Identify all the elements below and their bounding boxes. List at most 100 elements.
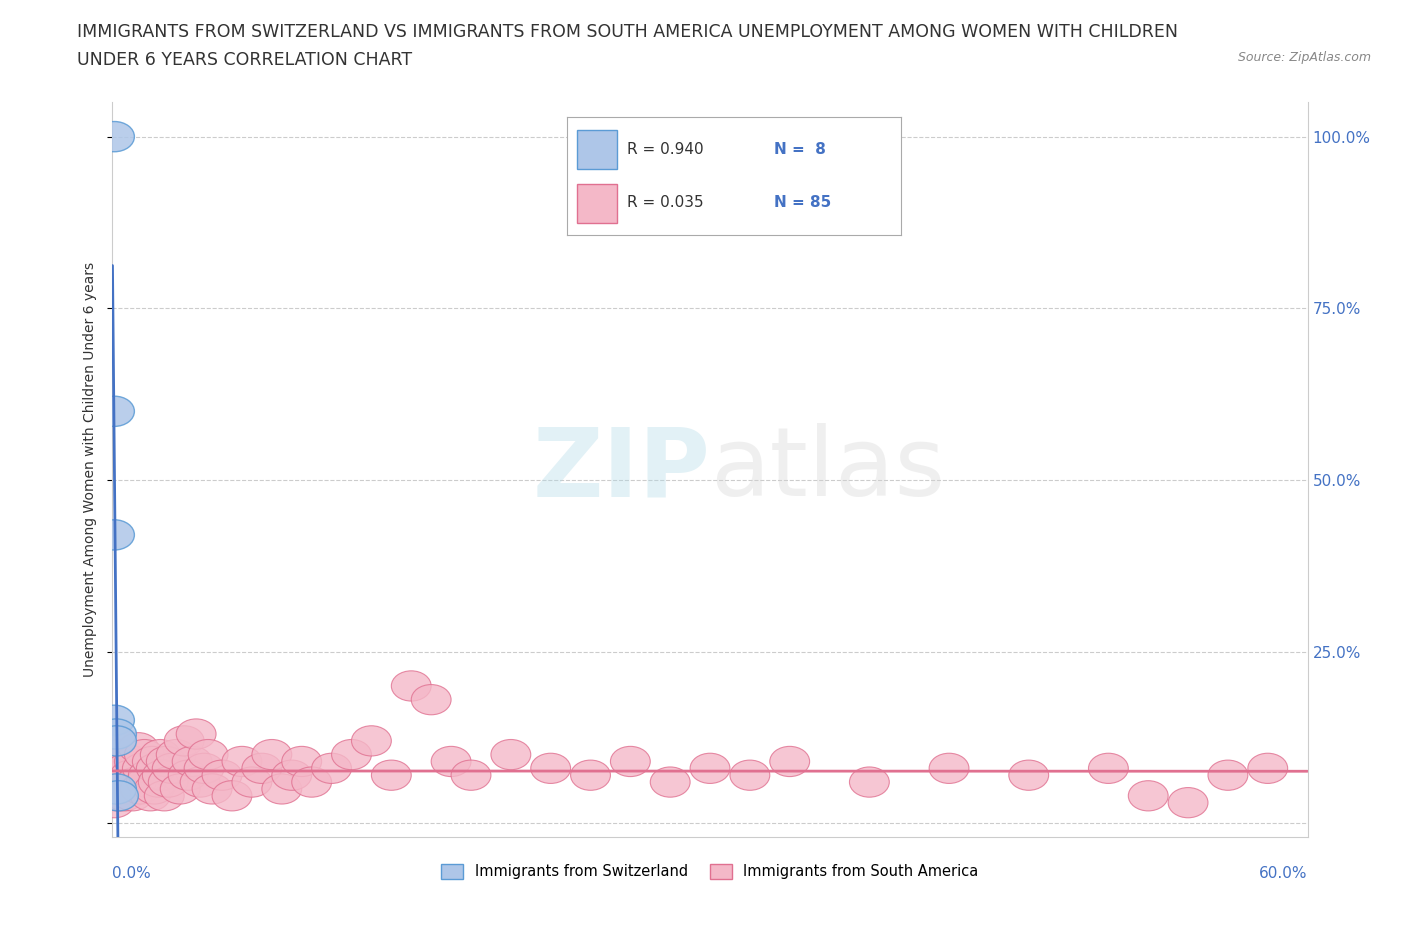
Ellipse shape [132,747,173,777]
Ellipse shape [117,767,156,797]
Ellipse shape [98,767,138,797]
Ellipse shape [730,760,770,790]
Ellipse shape [97,774,136,804]
Ellipse shape [180,767,221,797]
Text: 60.0%: 60.0% [1260,867,1308,882]
Ellipse shape [114,747,155,777]
Ellipse shape [491,739,531,770]
Ellipse shape [202,760,242,790]
Ellipse shape [98,780,138,811]
Ellipse shape [97,760,136,790]
Ellipse shape [531,753,571,783]
Ellipse shape [141,739,180,770]
Ellipse shape [271,760,312,790]
Ellipse shape [98,780,138,811]
Ellipse shape [97,747,136,777]
Ellipse shape [651,767,690,797]
Ellipse shape [107,753,146,783]
Ellipse shape [571,760,610,790]
Ellipse shape [391,671,432,701]
Ellipse shape [145,780,184,811]
Ellipse shape [173,747,212,777]
Ellipse shape [242,753,281,783]
Ellipse shape [849,767,890,797]
Ellipse shape [160,774,200,804]
Ellipse shape [112,780,152,811]
Ellipse shape [312,753,352,783]
Ellipse shape [412,684,451,715]
Ellipse shape [1249,753,1288,783]
Text: IMMIGRANTS FROM SWITZERLAND VS IMMIGRANTS FROM SOUTH AMERICA UNEMPLOYMENT AMONG : IMMIGRANTS FROM SWITZERLAND VS IMMIGRANT… [77,23,1178,41]
Ellipse shape [125,739,165,770]
Ellipse shape [127,767,166,797]
Ellipse shape [128,760,169,790]
Ellipse shape [165,725,204,756]
Text: Source: ZipAtlas.com: Source: ZipAtlas.com [1237,51,1371,64]
Ellipse shape [188,739,228,770]
Ellipse shape [281,747,322,777]
Ellipse shape [690,753,730,783]
Ellipse shape [103,760,142,790]
Ellipse shape [131,780,170,811]
Ellipse shape [149,767,188,797]
Text: atlas: atlas [710,423,945,516]
Ellipse shape [451,760,491,790]
Ellipse shape [94,739,135,770]
Ellipse shape [97,725,136,756]
Ellipse shape [94,396,135,426]
Ellipse shape [94,753,135,783]
Ellipse shape [121,774,160,804]
Ellipse shape [252,739,292,770]
Ellipse shape [184,753,224,783]
Ellipse shape [212,780,252,811]
Ellipse shape [1088,753,1129,783]
Ellipse shape [94,725,135,756]
Ellipse shape [94,520,135,550]
Ellipse shape [156,739,197,770]
Ellipse shape [610,747,651,777]
Ellipse shape [371,760,412,790]
Ellipse shape [135,774,174,804]
Text: UNDER 6 YEARS CORRELATION CHART: UNDER 6 YEARS CORRELATION CHART [77,51,412,69]
Ellipse shape [232,767,271,797]
Ellipse shape [142,760,183,790]
Ellipse shape [292,767,332,797]
Ellipse shape [1168,788,1208,817]
Ellipse shape [193,774,232,804]
Ellipse shape [176,719,217,749]
Ellipse shape [101,753,141,783]
Ellipse shape [104,747,145,777]
Ellipse shape [94,788,135,817]
Ellipse shape [118,733,159,763]
Ellipse shape [94,122,135,152]
Ellipse shape [101,739,141,770]
Ellipse shape [111,760,150,790]
Y-axis label: Unemployment Among Women with Children Under 6 years: Unemployment Among Women with Children U… [83,262,97,677]
Text: 0.0%: 0.0% [112,867,152,882]
Ellipse shape [352,725,391,756]
Ellipse shape [152,753,193,783]
Ellipse shape [107,767,146,797]
Ellipse shape [1208,760,1249,790]
Ellipse shape [103,774,142,804]
Ellipse shape [770,747,810,777]
Ellipse shape [1010,760,1049,790]
Ellipse shape [104,780,145,811]
Ellipse shape [97,719,136,749]
Ellipse shape [222,747,262,777]
Ellipse shape [146,747,186,777]
Ellipse shape [332,739,371,770]
Legend: Immigrants from Switzerland, Immigrants from South America: Immigrants from Switzerland, Immigrants … [436,857,984,884]
Ellipse shape [138,767,179,797]
Ellipse shape [1129,780,1168,811]
Ellipse shape [929,753,969,783]
Ellipse shape [94,767,135,797]
Ellipse shape [108,774,149,804]
Ellipse shape [97,774,136,804]
Ellipse shape [262,774,302,804]
Text: ZIP: ZIP [531,423,710,516]
Ellipse shape [136,753,176,783]
Ellipse shape [94,705,135,736]
Ellipse shape [122,753,162,783]
Ellipse shape [432,747,471,777]
